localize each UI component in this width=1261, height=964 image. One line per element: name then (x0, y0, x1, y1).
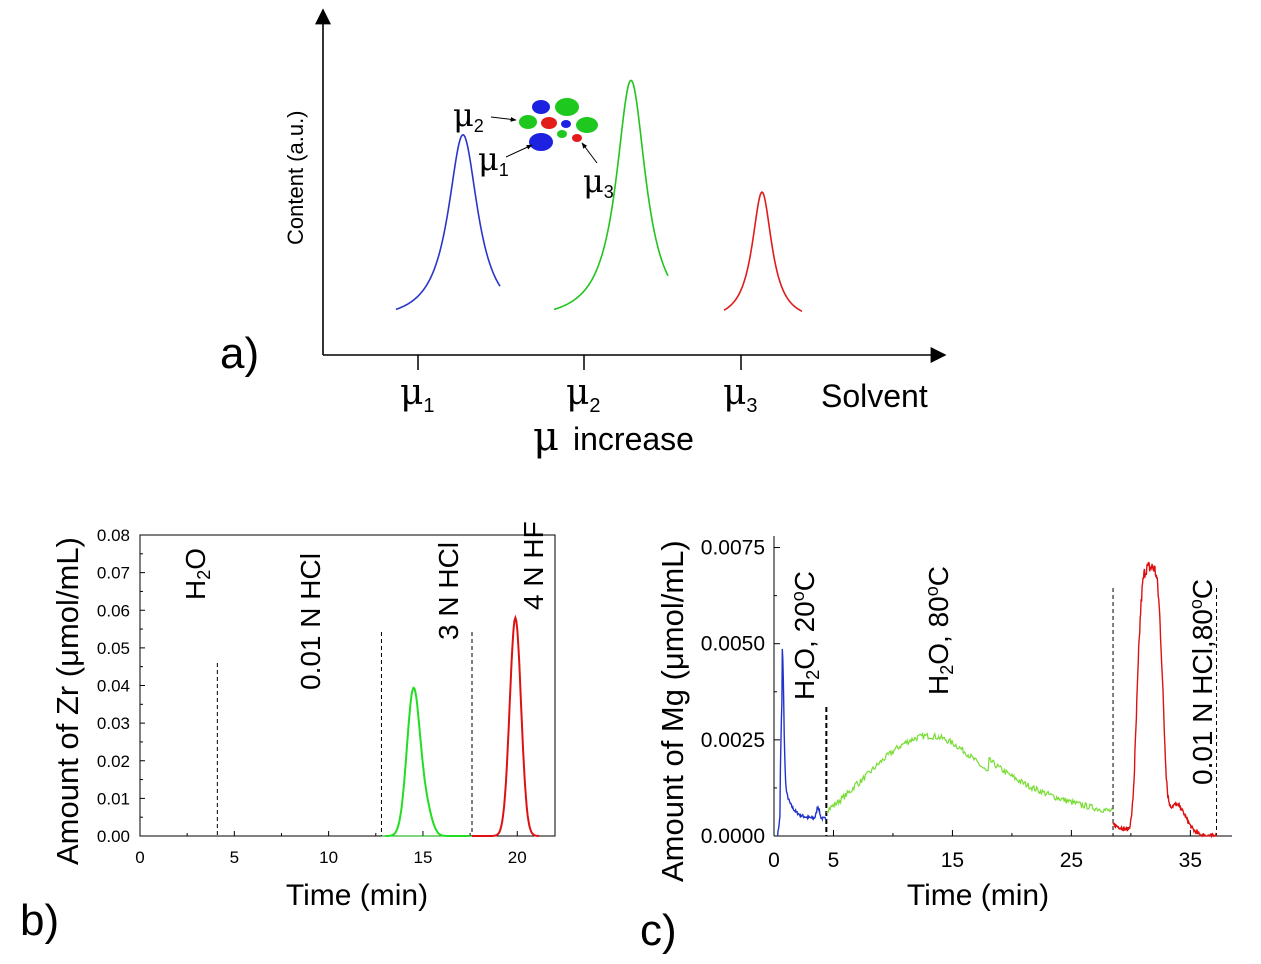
peak-mu1 (395, 133, 501, 311)
zr-curve-3n-hcl (385, 686, 470, 837)
y-tick-label: 0.00 (97, 827, 130, 846)
y-tick-label: 0.02 (97, 752, 130, 771)
x-tick-label: 10 (319, 848, 338, 867)
panel-c: 0.0000 0.0025 0.0050 0.0075 0 5 15 25 35 Amount … (640, 536, 1232, 955)
panel-c-y-label: Amount of Mg (μmol/mL) (655, 540, 690, 882)
panel-b-label: b) (20, 896, 59, 945)
x-tick-label: 25 (1060, 849, 1083, 872)
y-tick-label: 0.05 (97, 639, 130, 658)
inset-label-mu2: μ2 (453, 96, 484, 136)
particle-blue (532, 100, 550, 114)
stage-label-4n-hf: 4 N HF (518, 521, 549, 610)
peak-mu2 (553, 79, 669, 311)
particle-green (557, 130, 567, 138)
panel-b: 0.00 0.01 0.02 0.03 0.04 0.05 0.06 0.07 0.08 0 5 10… (20, 521, 556, 945)
mg-curve-hcl-80c (1112, 561, 1217, 839)
y-tick-label: 0.0025 (701, 729, 765, 752)
y-tick-label: 0.0075 (701, 537, 765, 560)
panel-a-y-label: Content (a.u.) (283, 110, 308, 245)
panel-a-x-label-increase: μ increase (533, 414, 694, 460)
inset-arrow-mu2 (490, 116, 517, 122)
mg-curve-h2o-20c (776, 648, 827, 837)
y-tick-label: 0.06 (97, 601, 130, 620)
y-tick-label: 0.04 (97, 677, 130, 696)
inset-label-mu1: μ1 (478, 140, 509, 180)
tick-label-mu2: μ2 (566, 372, 601, 417)
panel-a-x-label-solvent: Solvent (821, 378, 928, 414)
particle-red (572, 134, 582, 142)
x-tick-label: 5 (230, 848, 239, 867)
x-tick-label: 0 (768, 849, 780, 872)
tick-label-mu3: μ3 (723, 372, 758, 417)
stage-label-001n-hcl: 0.01 N HCl (295, 553, 326, 690)
panel-c-ticks: 0.0000 0.0025 0.0050 0.0075 0 5 15 25 35 (701, 537, 1202, 872)
y-tick-label: 0.0000 (701, 825, 765, 848)
x-tick-label: 20 (508, 848, 527, 867)
stage-label-h2o-80c: H2O, 80oC (922, 566, 957, 695)
particle-green (519, 115, 537, 129)
y-tick-label: 0.03 (97, 714, 130, 733)
x-tick-label: 5 (828, 849, 840, 872)
x-tick-label: 35 (1179, 849, 1202, 872)
inset-label-mu3: μ3 (583, 162, 614, 202)
particle-blue (529, 133, 553, 151)
x-tick-label: 15 (413, 848, 432, 867)
panel-b-dividers (216, 632, 473, 836)
inset-arrow-mu1 (505, 144, 533, 158)
panel-a-label: a) (220, 329, 259, 378)
y-tick-label: 0.07 (97, 564, 130, 583)
x-tick-label: 0 (135, 848, 144, 867)
panel-c-x-label: Time (min) (907, 879, 1049, 912)
stage-label-hcl-80c: 0.01 N HCl,80oC (1186, 579, 1218, 785)
peak-mu3 (723, 191, 803, 313)
x-tick-label: 15 (941, 849, 964, 872)
panel-c-label: c) (640, 906, 677, 955)
particle-cluster-inset (519, 98, 598, 151)
particle-green (576, 117, 598, 133)
stage-label-h2o: H2O (180, 548, 214, 600)
zr-curve-4n-hf (472, 614, 540, 837)
panel-b-ticks: 0.00 0.01 0.02 0.03 0.04 0.05 0.06 0.07 0.08 0 5 10… (97, 526, 527, 867)
y-tick-label: 0.0050 (701, 633, 765, 656)
mg-curve-h2o-80c (826, 731, 1114, 814)
stage-label-h2o-20c: H2O, 20oC (788, 571, 823, 700)
y-tick-label: 0.01 (97, 789, 130, 808)
particle-green (555, 98, 579, 116)
panel-b-x-label: Time (min) (286, 879, 428, 912)
particle-blue (561, 120, 571, 128)
stage-label-3n-hcl: 3 N HCl (433, 542, 464, 640)
inset-arrow-mu3 (581, 142, 598, 164)
y-tick-label: 0.08 (97, 526, 130, 545)
tick-label-mu1: μ1 (400, 372, 435, 417)
panel-c-dividers (825, 588, 1218, 836)
panel-a: Content (a.u.) a) μ1 μ2 μ3 Solvent μ incr… (220, 8, 947, 460)
particle-red (541, 117, 557, 129)
panel-b-y-label: Amount of Zr (μmol/mL) (50, 537, 85, 865)
